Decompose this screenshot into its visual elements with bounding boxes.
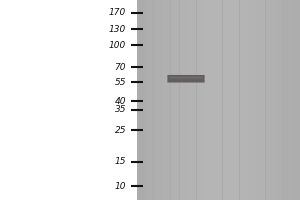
Bar (145, 0, 153, 200)
Text: 35: 35 (115, 105, 126, 114)
Bar (188, 0, 196, 200)
Text: 130: 130 (109, 25, 126, 34)
Bar (231, 0, 239, 200)
Bar (171, 0, 179, 200)
Bar (257, 0, 265, 200)
Bar (214, 0, 222, 200)
FancyBboxPatch shape (167, 75, 205, 83)
Bar (240, 0, 248, 200)
Bar (283, 0, 291, 200)
Bar (291, 0, 300, 200)
Text: 70: 70 (115, 63, 126, 72)
Bar (223, 0, 231, 200)
Bar (162, 0, 170, 200)
Text: 25: 25 (115, 126, 126, 135)
Text: 10: 10 (115, 182, 126, 191)
Bar (136, 0, 145, 200)
Bar (136, 0, 300, 200)
Bar (248, 0, 256, 200)
Text: 100: 100 (109, 41, 126, 50)
Bar (197, 0, 205, 200)
Bar (205, 0, 214, 200)
Bar (154, 0, 162, 200)
Text: 170: 170 (109, 8, 126, 17)
Text: 55: 55 (115, 78, 126, 87)
Text: 15: 15 (115, 157, 126, 166)
Bar (266, 0, 274, 200)
FancyBboxPatch shape (169, 77, 203, 78)
Text: 40: 40 (115, 97, 126, 106)
Bar (274, 0, 282, 200)
Bar (179, 0, 188, 200)
